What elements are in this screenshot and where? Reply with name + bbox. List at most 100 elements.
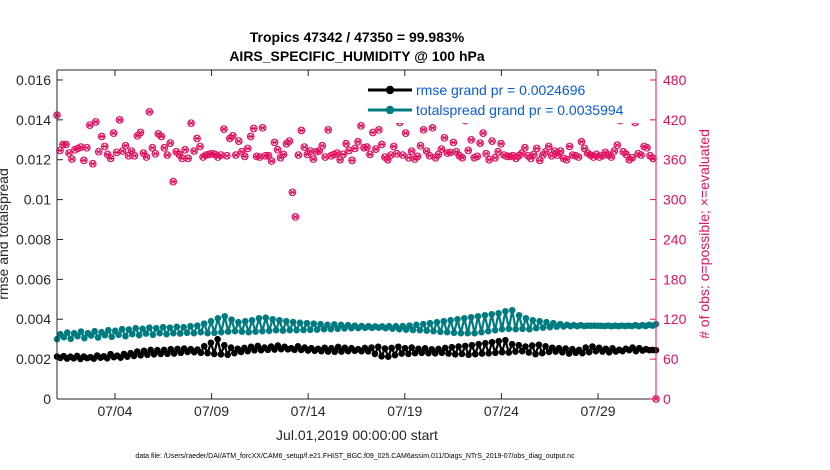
rmse-point [508,340,516,348]
totalspread-point [526,325,533,333]
left-tick-label: 0.002 [16,351,51,367]
obs-point [246,132,255,141]
rmse-point [482,339,489,347]
totalspread-point [241,317,249,325]
obs-point [193,134,201,143]
obs-point [270,138,279,147]
obs-point [249,124,258,133]
obs-point [151,149,160,158]
rmse-point [391,351,399,359]
totalspread-point [74,332,81,340]
obs-point [223,151,231,160]
totalspread-point [248,316,256,324]
totalspread-point [300,326,307,334]
totalspread-point [122,332,129,340]
totalspread-point [419,320,427,328]
obs-point [458,153,467,162]
rmse-point [388,344,395,352]
totalspread-point [231,327,239,335]
obs-point [375,125,383,134]
totalspread-point [310,320,318,327]
totalspread-point [187,322,194,330]
rmse-point [170,350,178,357]
x-axis: 07/04 07/09 07/14 07/19 07/24 07/29 [97,70,616,419]
totalspread-point [101,331,109,339]
obs-point [300,143,309,151]
obs-point [231,151,240,159]
obs-point [109,129,118,137]
obs-point [91,117,100,126]
totalspread-point [491,326,499,334]
obs-point [577,137,586,146]
totalspread-point [156,329,163,337]
totalspread-point [467,313,475,321]
rmse-point [395,343,402,351]
totalspread-point [286,326,294,334]
obs-count-series [53,108,660,403]
totalspread-point [132,324,140,332]
obs-point [187,119,195,128]
totalspread-point [221,312,229,320]
totalspread-point [522,314,530,322]
right-y-axis: 0 60 120 180 240 300 360 420 480 [650,72,687,407]
right-tick-label: 360 [663,152,687,168]
totalspread-series [53,306,660,343]
obs-point [228,131,237,140]
obs-point [79,156,88,165]
x-tick-label: 07/14 [291,403,326,419]
totalspread-point [481,311,489,319]
totalspread-point [105,326,112,334]
rmse-point [471,350,479,358]
totalspread-point [159,323,167,331]
obs-point [389,142,398,151]
totalspread-point [519,325,526,333]
totalspread-point [433,318,441,326]
rmse-point [585,348,593,356]
obs-point [565,142,574,151]
right-y-axis-label: # of obs: o=possible; ×=evaluated [696,129,712,339]
obs-point [65,149,73,157]
totalspread-point [498,325,506,333]
totalspread-point [269,315,276,323]
rmse-point [438,349,446,357]
legend-rmse-label: rmse grand pr = 0.0024696 [416,82,585,98]
totalspread-point [176,330,184,337]
footer-data-file: data file: /Users/raeder/DAI/ATM_forcXX/… [135,453,575,460]
rmse-point [408,344,416,351]
obs-point [440,133,449,142]
legend-spread-label: totalspread grand pr = 0.0035994 [416,102,624,118]
totalspread-point [170,329,177,337]
totalspread-point [183,329,191,337]
rmse-point [200,342,208,350]
obs-point [428,123,437,132]
left-tick-label: 0.006 [16,271,51,287]
totalspread-point [488,310,496,318]
left-tick-label: 0 [43,391,51,407]
obs-point [94,147,103,156]
obs-point [157,132,166,141]
right-tick-label: 60 [663,351,679,367]
rmse-point [381,345,389,352]
totalspread-point [272,326,280,334]
obs-point [449,138,458,147]
rmse-point [405,350,412,358]
totalspread-point [197,328,205,336]
obs-point [437,145,446,153]
totalspread-point [255,314,263,322]
rmse-point [144,351,151,359]
obs-point [68,155,76,163]
totalspread-point [474,312,482,320]
obs-point [574,153,583,161]
left-tick-label: 0.016 [16,72,51,88]
rmse-point [468,341,476,349]
rmse-point [485,350,492,357]
obs-point [544,142,553,151]
left-y-axis-label: rmse and totalspread [0,168,11,300]
right-tick-label: 420 [663,112,687,128]
rmse-point [465,351,472,359]
obs-point [532,144,541,153]
rmse-point [368,344,375,351]
x-axis-label: Jul.01,2019 00:00:00 start [276,427,438,443]
totalspread-point [200,320,208,327]
